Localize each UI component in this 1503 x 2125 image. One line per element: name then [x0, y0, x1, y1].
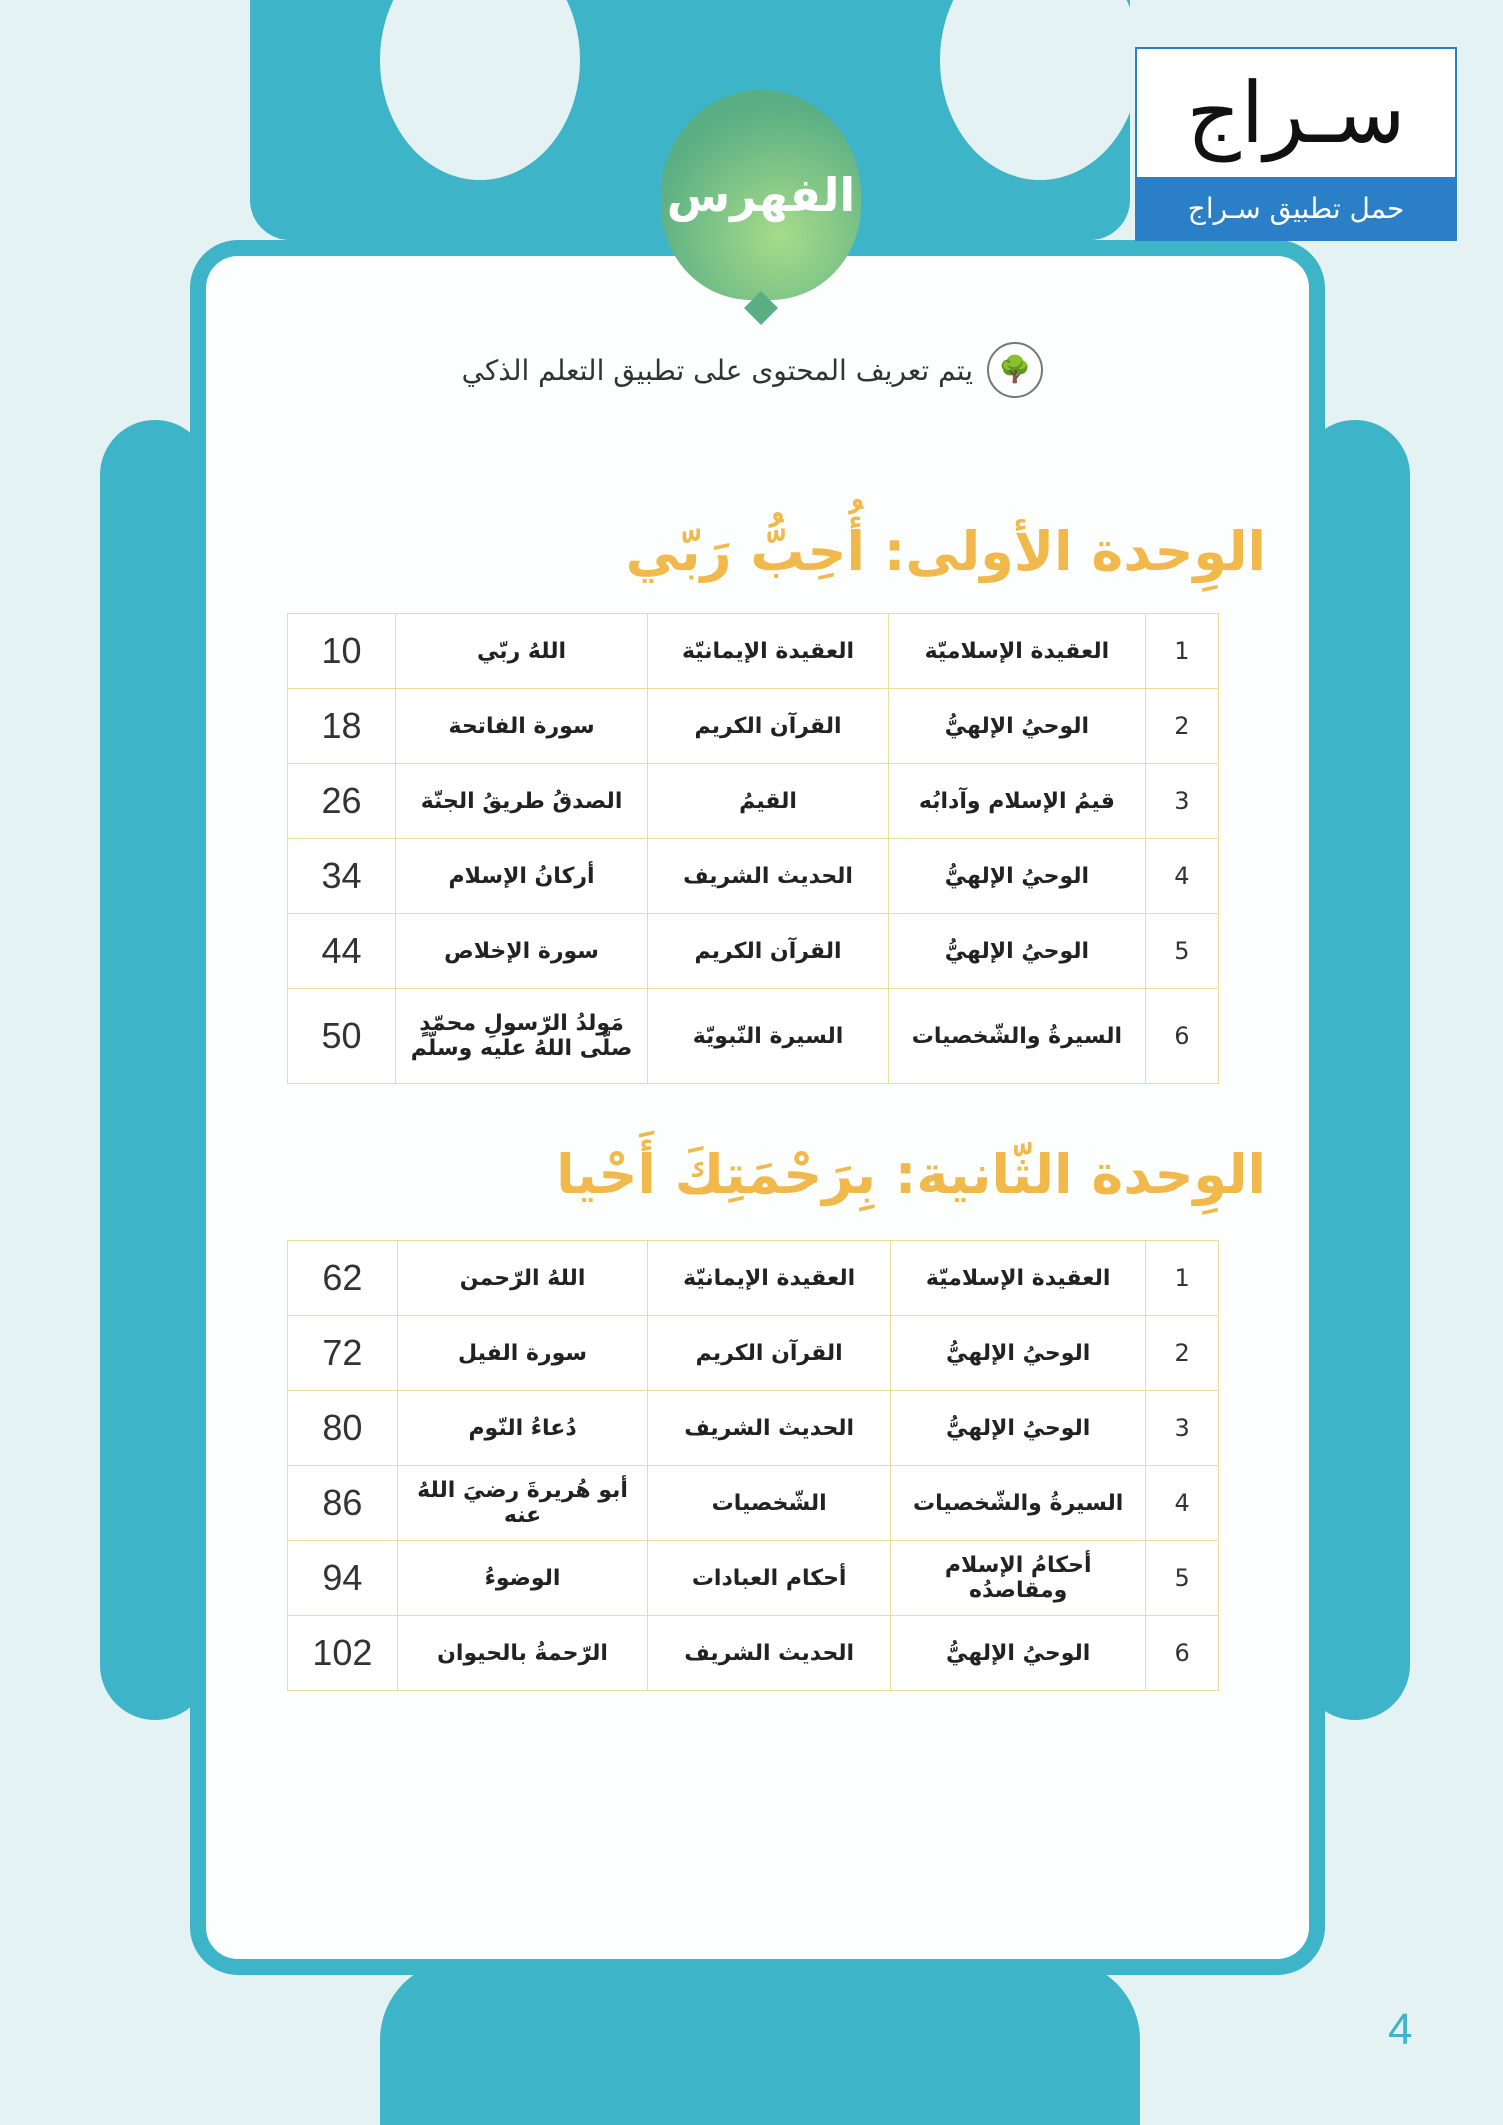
lesson-title: دُعاءُ النّوم — [396, 1390, 649, 1466]
page-ref: 94 — [287, 1540, 398, 1616]
page-ref: 10 — [286, 613, 397, 689]
page-ref: 72 — [287, 1315, 398, 1391]
lesson-number: 1 — [1145, 1240, 1219, 1316]
unit-2-table: 1 العقيدة الإسلاميّة العقيدة الإيمانيّة الل… — [287, 1240, 1219, 1691]
table-row: 1 العقيدة الإسلاميّة العقيدة الإيمانيّة الل… — [287, 1240, 1219, 1316]
page-ref: 26 — [286, 763, 397, 839]
table-row: 6 السيرةُ والشّخصيات السيرة النّبويّة مَولد… — [286, 988, 1220, 1084]
strand: الحديث الشريف — [647, 1615, 892, 1691]
lesson-number: 3 — [1144, 763, 1220, 839]
page-ref: 50 — [286, 988, 397, 1084]
unit-1-title: الوِحدة الأولى: أُحِبُّ رَبّي — [625, 520, 1266, 583]
lesson-number: 6 — [1145, 1615, 1219, 1691]
lesson-number: 2 — [1144, 688, 1220, 764]
lesson-title: أركانُ الإسلام — [395, 838, 648, 914]
table-row: 4 الوحيُ الإلهيُّ الحديث الشريف أركانُ الإس… — [286, 838, 1220, 914]
strand: العقيدة الإيمانيّة — [646, 613, 890, 689]
lesson-number: 5 — [1144, 913, 1220, 989]
logo-tagline: حمل تطبيق سـراج — [1137, 177, 1455, 239]
lesson-number: 4 — [1144, 838, 1220, 914]
smart-learning-note: 🌳 يتم تعريف المحتوى على تطبيق التعلم الذ… — [462, 342, 1043, 398]
page-ref: 44 — [286, 913, 397, 989]
strand: القرآن الكريم — [647, 1315, 892, 1391]
tree-icon: 🌳 — [987, 342, 1043, 398]
content-card — [190, 240, 1325, 1975]
strand: القرآن الكريم — [646, 688, 890, 764]
unit-2-title: الوِحدة الثّانية: بِرَحْمَتِكَ أَحْيا — [556, 1143, 1266, 1206]
lesson-title: اللهُ ربّي — [395, 613, 648, 689]
lesson-title: الوضوءُ — [396, 1540, 649, 1616]
index-title: الفهرس — [666, 168, 856, 222]
domain: قيمُ الإسلام وآدابُه — [888, 763, 1146, 839]
domain: الوحيُ الإلهيُّ — [890, 1315, 1147, 1391]
domain: السيرةُ والشّخصيات — [888, 988, 1146, 1084]
lesson-number: 2 — [1145, 1315, 1219, 1391]
lesson-title: أبو هُريرةَ رضيَ اللهُ عنه — [396, 1465, 649, 1541]
page-ref: 18 — [286, 688, 397, 764]
domain: العقيدة الإسلاميّة — [890, 1240, 1147, 1316]
lesson-title: سورة الفيل — [396, 1315, 649, 1391]
unit-1-table: 1 العقيدة الإسلاميّة العقيدة الإيمانيّة الل… — [286, 613, 1220, 1084]
domain: الوحيُ الإلهيُّ — [888, 913, 1146, 989]
page-number: 4 — [1388, 2005, 1413, 2054]
lesson-number: 4 — [1145, 1465, 1219, 1541]
domain: الوحيُ الإلهيُّ — [888, 688, 1146, 764]
page-ref: 34 — [286, 838, 397, 914]
table-row: 2 الوحيُ الإلهيُّ القرآن الكريم سورة الفيل 7… — [287, 1315, 1219, 1391]
logo-word: سـراج — [1186, 64, 1406, 162]
subtitle-text: يتم تعريف المحتوى على تطبيق التعلم الذكي — [461, 353, 973, 387]
strand: أحكام العبادات — [647, 1540, 892, 1616]
domain: السيرةُ والشّخصيات — [890, 1465, 1147, 1541]
table-row: 4 السيرةُ والشّخصيات الشّخصيات أبو هُريرةَ … — [287, 1465, 1219, 1541]
lesson-number: 1 — [1144, 613, 1220, 689]
page-ref: 80 — [287, 1390, 398, 1466]
lesson-title: اللهُ الرّحمن — [396, 1240, 649, 1316]
lesson-number: 3 — [1145, 1390, 1219, 1466]
domain: الوحيُ الإلهيُّ — [890, 1615, 1147, 1691]
domain: الوحيُ الإلهيُّ — [890, 1390, 1147, 1466]
page-ref: 86 — [287, 1465, 398, 1541]
lesson-title: سورة الإخلاص — [395, 913, 648, 989]
lesson-title: الرّحمةُ بالحيوان — [396, 1615, 649, 1691]
siraj-logo[interactable]: سـراج حمل تطبيق سـراج — [1135, 47, 1457, 241]
lesson-title: مَولدُ الرّسولِ محمّدٍ صلّى اللهُ عليه و… — [395, 988, 648, 1084]
page-ref: 62 — [287, 1240, 398, 1316]
strand: الحديث الشريف — [647, 1390, 892, 1466]
page-ref: 102 — [287, 1615, 398, 1691]
domain: الوحيُ الإلهيُّ — [888, 838, 1146, 914]
table-row: 3 قيمُ الإسلام وآدابُه القيمُ الصدقُ طريقُ … — [286, 763, 1220, 839]
lesson-title: الصدقُ طريقُ الجنّة — [395, 763, 648, 839]
strand: السيرة النّبويّة — [646, 988, 890, 1084]
table-row: 5 الوحيُ الإلهيُّ القرآن الكريم سورة الإخلا… — [286, 913, 1220, 989]
table-row: 1 العقيدة الإسلاميّة العقيدة الإيمانيّة الل… — [286, 613, 1220, 689]
index-badge: الفهرس — [661, 90, 861, 300]
table-row: 3 الوحيُ الإلهيُّ الحديث الشريف دُعاءُ النّ… — [287, 1390, 1219, 1466]
strand: الشّخصيات — [647, 1465, 892, 1541]
domain: العقيدة الإسلاميّة — [888, 613, 1146, 689]
ornament-bottom — [380, 1960, 1140, 2125]
strand: القرآن الكريم — [646, 913, 890, 989]
lesson-number: 6 — [1144, 988, 1220, 1084]
lesson-number: 5 — [1145, 1540, 1219, 1616]
lesson-title: سورة الفاتحة — [395, 688, 648, 764]
domain: أحكامُ الإسلام ومقاصدُه — [890, 1540, 1147, 1616]
strand: القيمُ — [646, 763, 890, 839]
table-row: 5 أحكامُ الإسلام ومقاصدُه أحكام العبادات ال… — [287, 1540, 1219, 1616]
strand: الحديث الشريف — [646, 838, 890, 914]
table-row: 2 الوحيُ الإلهيُّ القرآن الكريم سورة الفاتح… — [286, 688, 1220, 764]
strand: العقيدة الإيمانيّة — [647, 1240, 892, 1316]
table-row: 6 الوحيُ الإلهيُّ الحديث الشريف الرّحمةُ با… — [287, 1615, 1219, 1691]
